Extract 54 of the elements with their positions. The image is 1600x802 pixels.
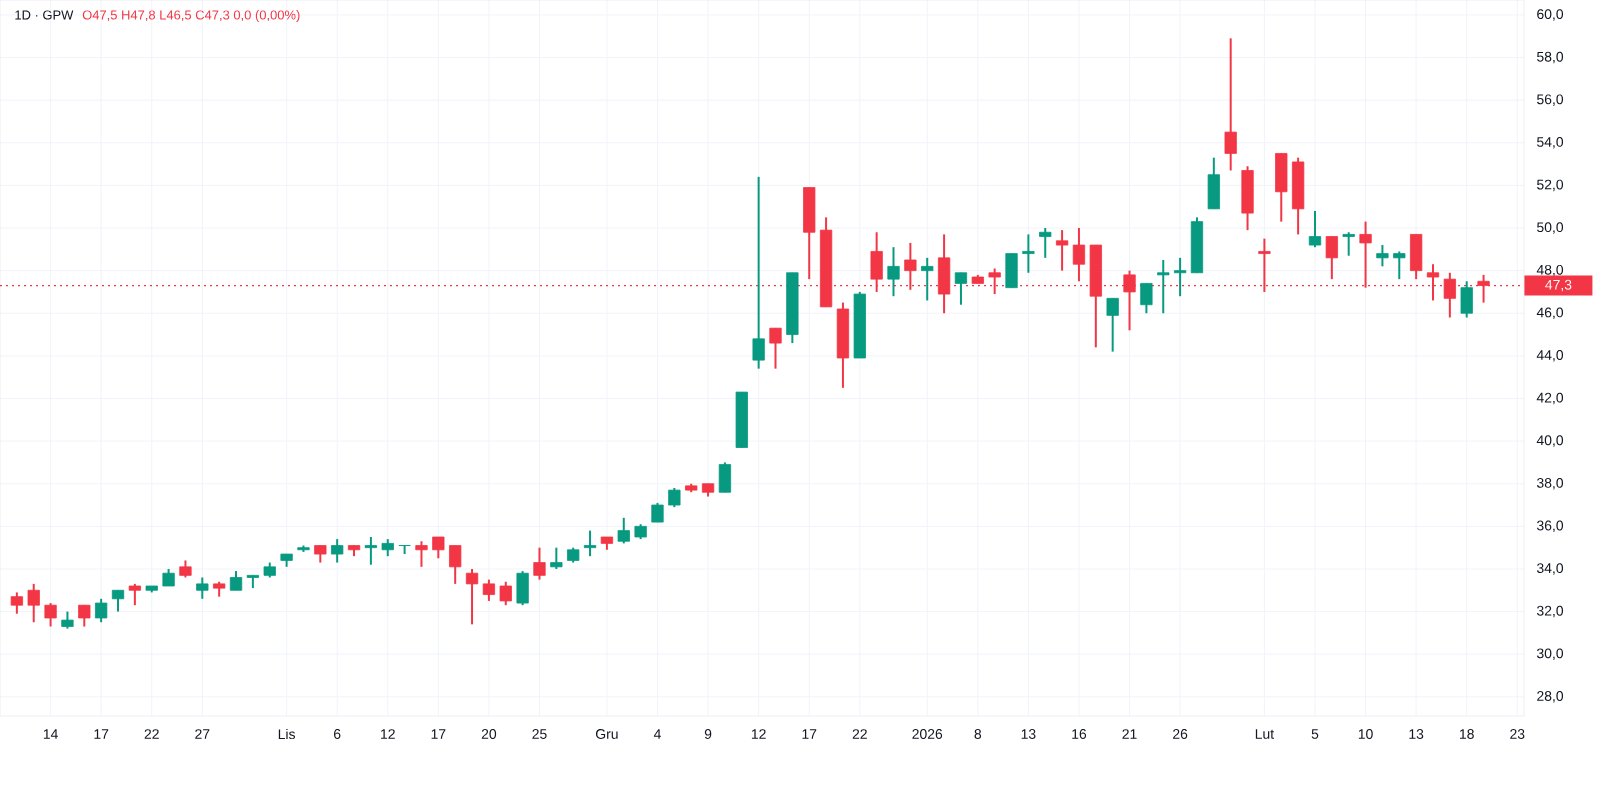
candlestick xyxy=(398,544,411,556)
candlestick xyxy=(196,576,209,600)
candlestick xyxy=(364,536,378,566)
candlestick xyxy=(415,540,428,568)
candlestick xyxy=(752,175,765,370)
candlestick xyxy=(887,246,900,298)
candlestick xyxy=(95,597,108,624)
candlestick xyxy=(803,186,816,281)
candlestick xyxy=(1224,37,1237,172)
candlestick xyxy=(1173,256,1187,298)
candlestick xyxy=(921,256,934,302)
candlestick xyxy=(229,570,243,592)
candlestick xyxy=(870,231,883,293)
candlestick xyxy=(1308,209,1322,249)
candlestick xyxy=(1241,165,1254,232)
candlestick xyxy=(550,546,563,570)
candlestick xyxy=(111,589,125,613)
candlestick xyxy=(516,570,529,607)
candlestick xyxy=(533,546,546,581)
candlestick xyxy=(78,604,91,628)
candlestick xyxy=(1157,258,1170,315)
candlestick xyxy=(1393,250,1406,281)
candlestick xyxy=(432,536,445,560)
candlestick xyxy=(1460,280,1473,319)
candlestick xyxy=(27,582,40,624)
candlestick xyxy=(499,580,512,607)
candlestick xyxy=(1055,229,1069,272)
candlestick xyxy=(44,602,57,628)
candlestick xyxy=(10,591,23,615)
candlestick xyxy=(651,501,664,524)
candlestick xyxy=(954,271,968,306)
candlestick xyxy=(449,544,462,585)
candlestick xyxy=(1039,227,1052,259)
candlestick xyxy=(1140,282,1153,315)
candlestick xyxy=(465,567,479,626)
candlestick xyxy=(482,578,496,602)
candlestick xyxy=(617,516,630,545)
candlestick xyxy=(1410,233,1423,281)
candlestick xyxy=(128,582,141,607)
candlestick xyxy=(1072,227,1086,283)
candlestick xyxy=(769,327,782,370)
candlestick xyxy=(668,486,681,509)
candlestick xyxy=(1275,152,1288,223)
candlestick xyxy=(1005,252,1018,289)
candlestick xyxy=(1106,297,1119,353)
candlestick xyxy=(1342,231,1355,257)
candlestick xyxy=(1291,156,1305,236)
candlestick xyxy=(1022,233,1035,274)
candlestick xyxy=(1376,244,1389,268)
candlestick xyxy=(718,461,732,494)
candlestick xyxy=(331,538,344,564)
candlestick xyxy=(1325,235,1338,281)
candlestick xyxy=(1207,156,1220,210)
candlestick xyxy=(583,529,597,558)
